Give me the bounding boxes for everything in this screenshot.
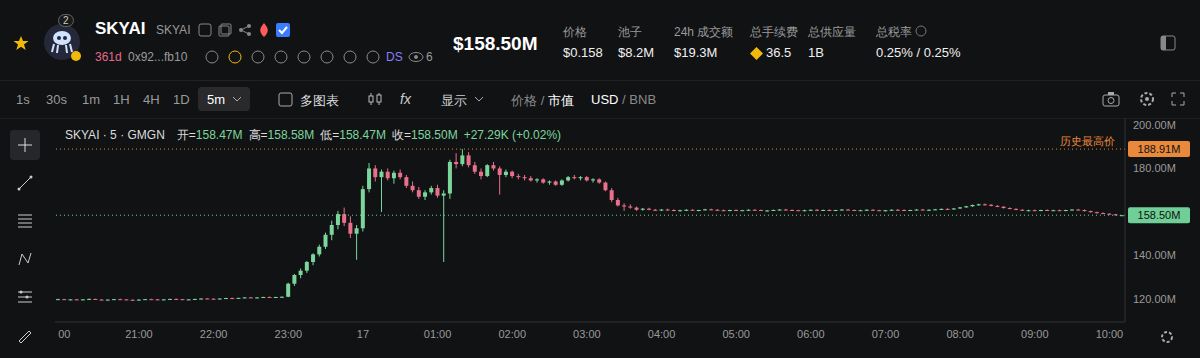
svg-text:17: 17	[357, 328, 369, 340]
html-text:多图表: 多图表	[300, 93, 339, 108]
svg-text:03:00: 03:00	[573, 328, 601, 340]
html-text:fx: fx	[400, 91, 411, 107]
svg-text:200.00M: 200.00M	[1133, 119, 1176, 131]
svg-text:05:00: 05:00	[722, 328, 750, 340]
html-text:1H: 1H	[113, 92, 130, 107]
html-text:$158.50M: $158.50M	[453, 33, 538, 54]
html-text:总手续费: 总手续费	[750, 25, 798, 39]
svg-text:00: 00	[58, 328, 70, 340]
svg-text:10:00: 10:00	[1096, 328, 1124, 340]
html-text:1D: 1D	[173, 92, 190, 107]
html-text:2: 2	[63, 15, 69, 26]
html-text:总税率: 总税率	[876, 25, 912, 39]
html-text:1B: 1B	[808, 45, 824, 60]
svg-text:120.00M: 120.00M	[1133, 293, 1176, 305]
html-text:4H: 4H	[143, 92, 160, 107]
svg-text:历史最高价: 历史最高价	[1060, 135, 1115, 147]
svg-text:09:00: 09:00	[1021, 328, 1049, 340]
html-text:SKYAI: SKYAI	[95, 19, 146, 38]
svg-text:02:00: 02:00	[498, 328, 526, 340]
html-text:0.25% / 0.25%: 0.25% / 0.25%	[876, 45, 961, 60]
html-text:+27.29K (+0.02%): +27.29K (+0.02%)	[463, 128, 562, 142]
html-text:价格 / 市值: 价格 / 市值	[511, 93, 574, 108]
svg-text:188.91M: 188.91M	[1138, 143, 1181, 155]
html-text:总供应量: 总供应量	[808, 25, 856, 39]
svg-text:158.50M: 158.50M	[1138, 209, 1181, 221]
html-text:价格: 价格	[563, 25, 587, 39]
html-text:SKYAI · 5 · GMGN: SKYAI · 5 · GMGN	[65, 128, 165, 142]
html-text:SKYAI: SKYAI	[156, 23, 191, 37]
html-text:1s: 1s	[16, 92, 30, 107]
html-text:显示: 显示	[441, 93, 467, 108]
html-text:$19.3M: $19.3M	[674, 45, 718, 60]
html-text:收= 158.50M: 收= 158.50M	[392, 128, 458, 142]
html-text:30s: 30s	[46, 92, 67, 107]
html-text:高= 158.58M: 高= 158.58M	[248, 128, 315, 142]
svg-text:180.00M: 180.00M	[1133, 162, 1176, 174]
html-text:开= 158.47M: 开= 158.47M	[176, 128, 243, 142]
html-text:DS: DS	[386, 50, 403, 64]
html-text:361d: 361d	[95, 50, 122, 64]
svg-text:140.00M: 140.00M	[1133, 249, 1176, 261]
html-text:USD / BNB: USD / BNB	[591, 92, 657, 107]
svg-text:08:00: 08:00	[946, 328, 974, 340]
html-text:24h 成交额: 24h 成交额	[674, 25, 734, 39]
svg-text:23:00: 23:00	[275, 328, 303, 340]
html-text:0x92...fb10: 0x92...fb10	[128, 50, 188, 64]
html-text:$0.158: $0.158	[563, 45, 603, 60]
html-text:池子: 池子	[618, 25, 642, 39]
svg-text:07:00: 07:00	[872, 328, 900, 340]
svg-text:01:00: 01:00	[424, 328, 452, 340]
svg-text:21:00: 21:00	[125, 328, 153, 340]
html-text:1m: 1m	[82, 92, 101, 107]
html-text:$8.2M: $8.2M	[618, 45, 655, 60]
svg-text:06:00: 06:00	[797, 328, 825, 340]
svg-text:04:00: 04:00	[648, 328, 676, 340]
html-text:6: 6	[426, 50, 433, 64]
svg-text:22:00: 22:00	[200, 328, 228, 340]
html-text:低= 158.47M: 低= 158.47M	[320, 128, 386, 142]
html-text:5m: 5m	[207, 92, 226, 107]
html-text:36.5: 36.5	[766, 45, 792, 60]
